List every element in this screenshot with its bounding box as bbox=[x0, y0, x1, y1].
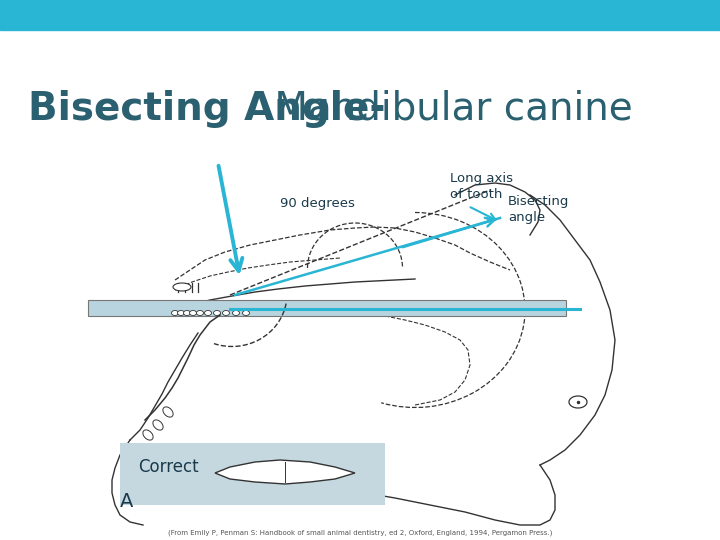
Ellipse shape bbox=[178, 310, 184, 315]
Ellipse shape bbox=[222, 310, 230, 315]
Bar bbox=[0, 0, 720, 30]
Text: Correct: Correct bbox=[138, 458, 199, 476]
Ellipse shape bbox=[184, 310, 191, 315]
Ellipse shape bbox=[204, 310, 212, 315]
Ellipse shape bbox=[173, 283, 191, 291]
Ellipse shape bbox=[214, 310, 220, 315]
Text: A: A bbox=[120, 492, 133, 511]
Text: Mandibular canine: Mandibular canine bbox=[262, 90, 633, 128]
Ellipse shape bbox=[189, 310, 197, 315]
Bar bbox=[88, 300, 566, 316]
Bar bbox=[120, 443, 385, 505]
Ellipse shape bbox=[243, 310, 250, 315]
Text: (From Emily P, Penman S: Handbook of small animal dentistry, ed 2, Oxford, Engla: (From Emily P, Penman S: Handbook of sma… bbox=[168, 529, 552, 536]
Text: Long axis
of tooth: Long axis of tooth bbox=[450, 172, 513, 201]
Text: 90 degrees: 90 degrees bbox=[280, 197, 355, 210]
Ellipse shape bbox=[171, 310, 179, 315]
Text: Bisecting Angle-: Bisecting Angle- bbox=[28, 90, 385, 128]
Ellipse shape bbox=[233, 310, 240, 315]
Polygon shape bbox=[215, 460, 355, 484]
Text: Bisecting
angle: Bisecting angle bbox=[508, 195, 570, 224]
Ellipse shape bbox=[197, 310, 204, 315]
